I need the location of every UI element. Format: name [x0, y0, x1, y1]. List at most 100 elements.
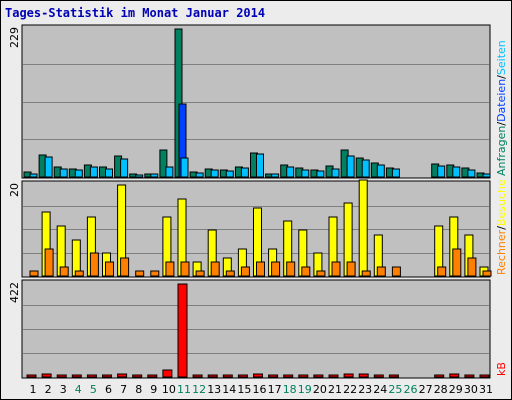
right-label-part: /	[495, 226, 508, 230]
day-label: 15	[237, 383, 251, 396]
day-label: 27	[419, 383, 433, 396]
day-label: 9	[150, 383, 157, 396]
bar-seiten	[165, 166, 174, 178]
day-label: 26	[404, 383, 418, 396]
day-label: 31	[479, 383, 493, 396]
bar-rechner	[135, 270, 145, 277]
bar-rechner	[331, 261, 341, 277]
bar-kb	[434, 374, 445, 378]
right-label-bottom: kB	[495, 362, 508, 376]
day-label: 17	[268, 383, 282, 396]
bar-seiten	[29, 173, 38, 178]
chart-panels	[21, 24, 491, 379]
bar-kb	[147, 374, 158, 378]
bar-rechner	[210, 261, 220, 277]
bar-seiten	[331, 168, 340, 178]
day-label: 21	[328, 383, 342, 396]
right-label-middle: Rechner/Besuche	[495, 179, 508, 275]
bar-kb	[328, 374, 339, 378]
bar-rechner	[180, 261, 190, 277]
day-label: 3	[60, 383, 67, 396]
day-label: 1	[30, 383, 37, 396]
bar-kb	[162, 369, 173, 378]
right-label-part: Seiten	[495, 40, 508, 75]
bar-anfragen	[159, 149, 168, 178]
bar-rechner	[44, 248, 54, 277]
bar-seiten	[286, 166, 295, 178]
bar-rechner	[225, 270, 235, 277]
chart-title: Tages-Statistik im Monat Januar 2014	[5, 6, 266, 20]
bar-seiten	[150, 173, 159, 178]
bar-rechner	[256, 261, 265, 277]
bar-seiten	[361, 159, 370, 178]
day-label: 25	[388, 383, 402, 396]
bar-kb	[237, 374, 248, 378]
bar-seiten	[135, 174, 144, 178]
right-label-part: Rechner	[495, 229, 508, 275]
bar-seiten	[467, 169, 476, 178]
day-label: 4	[75, 383, 82, 396]
day-label: 18	[283, 383, 297, 396]
bar-rechner	[316, 270, 326, 277]
y-max-label-top: 229	[8, 27, 21, 48]
right-label-part: Anfragen	[495, 126, 508, 176]
bar-kb	[253, 373, 263, 378]
day-label: 29	[449, 383, 463, 396]
day-label: 23	[358, 383, 372, 396]
bar-seiten	[105, 168, 113, 178]
bar-kb	[41, 373, 52, 378]
bar-kb	[117, 373, 128, 378]
bar-seiten	[180, 157, 189, 178]
bar-kb	[388, 374, 399, 378]
bar-kb	[449, 373, 460, 378]
bar-seiten	[89, 166, 98, 178]
day-label: 13	[207, 383, 221, 396]
day-label: 2	[45, 383, 52, 396]
bar-rechner	[120, 257, 130, 277]
bar-seiten	[301, 169, 310, 178]
bar-rechner	[195, 270, 205, 277]
bar-kb	[298, 374, 309, 378]
day-label: 12	[192, 383, 206, 396]
bar-kb	[343, 373, 354, 378]
right-label-part: /	[495, 122, 508, 126]
bar-rechner	[452, 248, 462, 277]
bar-seiten	[256, 153, 264, 178]
bar-rechner	[89, 252, 99, 277]
y-max-label-bottom: 422	[8, 282, 21, 303]
bar-kb	[313, 374, 324, 378]
bar-kb	[71, 374, 82, 378]
y-axis-labels: 229 20 422	[8, 27, 21, 303]
bar-kb	[358, 373, 369, 378]
bar-seiten	[59, 168, 68, 178]
chart-bars	[23, 28, 492, 378]
bar-seiten	[271, 173, 280, 178]
bar-seiten	[225, 170, 234, 178]
bar-kb	[56, 374, 67, 378]
bar-kb	[26, 374, 37, 378]
day-label: 19	[298, 383, 312, 396]
bar-rechner	[391, 266, 401, 277]
bar-rechner	[74, 270, 84, 277]
day-label: 10	[162, 383, 176, 396]
bar-seiten	[391, 168, 400, 178]
right-label-top: Anfragen/Dateien/Seiten	[495, 40, 508, 176]
bar-seiten	[74, 169, 83, 178]
bar-seiten	[120, 158, 129, 178]
bar-kb	[268, 374, 279, 378]
bar-besuche	[358, 179, 368, 277]
bar-rechner	[59, 266, 69, 277]
bar-kb	[464, 374, 475, 378]
bar-kb	[207, 374, 218, 378]
bar-rechner	[165, 261, 175, 277]
bar-rechner	[286, 261, 296, 277]
bar-rechner	[361, 270, 371, 277]
bar-rechner	[376, 266, 386, 277]
right-label-part: Dateien	[495, 79, 508, 122]
right-label-part: kB	[495, 362, 508, 376]
day-label: 20	[313, 383, 327, 396]
day-label: 30	[464, 383, 478, 396]
right-label-part: /	[495, 75, 508, 79]
bar-seiten	[376, 164, 385, 178]
